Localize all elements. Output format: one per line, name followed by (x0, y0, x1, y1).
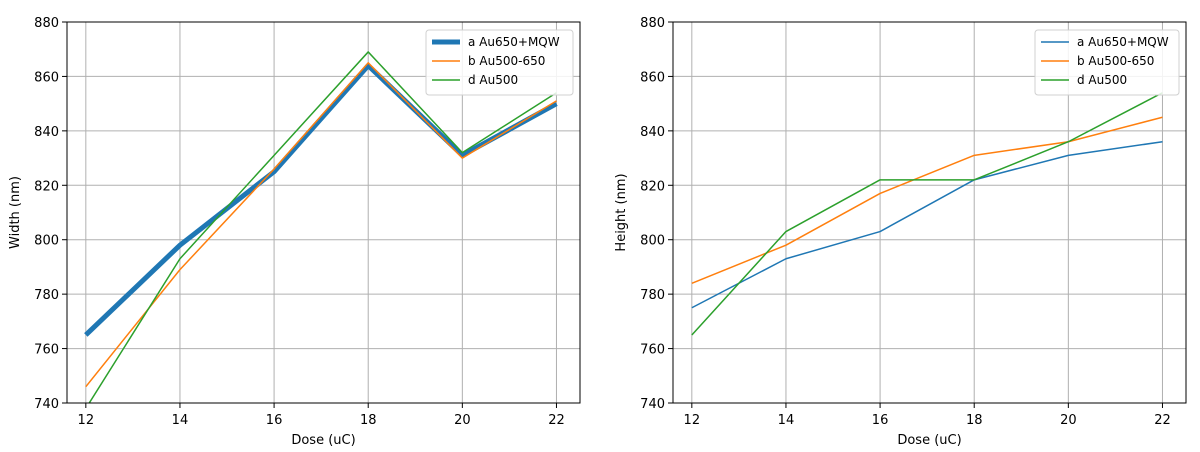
chart-0-x-tick-label: 14 (172, 413, 189, 428)
chart-0-y-tick-label: 840 (34, 125, 59, 140)
chart-0-series-line-2 (88, 51, 557, 403)
chart-0-y-tick-label: 820 (34, 179, 59, 194)
chart-1-legend-label-2: d Au500 (1077, 73, 1127, 87)
chart-1-y-tick-label: 760 (640, 343, 665, 358)
chart-0-legend-label-2: d Au500 (468, 73, 518, 87)
chart-1-legend-label-1: b Au500-650 (1077, 54, 1154, 68)
chart-0-y-tick-label: 740 (34, 397, 59, 412)
chart-0-legend: a Au650+MQW b Au500-650 d Au500 (425, 29, 574, 96)
chart-0-x-tick-label: 22 (548, 413, 565, 428)
chart-1-legend-box (1034, 29, 1180, 96)
chart-1-legend-label-0: a Au650+MQW (1077, 35, 1169, 49)
chart-0-y-tick-label: 860 (34, 70, 59, 85)
chart-0-legend-label-1: b Au500-650 (468, 54, 545, 68)
chart-0-x-tick-label: 12 (78, 413, 95, 428)
chart-0-legend-label-0: a Au650+MQW (468, 35, 560, 49)
chart-0-y-tick-label: 760 (34, 343, 59, 358)
chart-0-series-line-0 (84, 63, 558, 337)
chart-1-x-axis-label: Dose (uC) (897, 433, 961, 448)
chart-1-legend: a Au650+MQW b Au500-650 d Au500 (1034, 29, 1180, 96)
chart-1-series-line-2 (691, 92, 1163, 336)
chart-1-series-group (691, 92, 1163, 336)
chart-1-y-tick-label: 800 (640, 234, 665, 249)
chart-1-y-tick-label: 780 (640, 288, 665, 303)
chart-1-x-tick-label: 14 (778, 413, 795, 428)
chart-1-x-tick-label: 18 (966, 413, 983, 428)
chart-0-legend-box (425, 29, 574, 96)
chart-0-series-line-1 (85, 62, 557, 388)
chart-1-y-tick-label: 880 (640, 16, 665, 31)
chart-0-y-tick-label: 880 (34, 16, 59, 31)
chart-1-x-tick-label: 16 (872, 413, 889, 428)
chart-1-y-axis-label: Height (nm) (614, 173, 629, 251)
chart-0-x-tick-label: 16 (266, 413, 283, 428)
chart-1-y-tick-label: 820 (640, 179, 665, 194)
chart-1-y-tick-label: 740 (640, 397, 665, 412)
chart-0-y-tick-label: 780 (34, 288, 59, 303)
chart-1-x-tick-label: 12 (684, 413, 701, 428)
chart-1-plot-frame (672, 21, 1187, 404)
chart-0-y-tick-label: 800 (34, 234, 59, 249)
chart-0-x-tick-label: 18 (360, 413, 377, 428)
chart-1-y-tick-label: 840 (640, 125, 665, 140)
chart-1-series-line-0 (691, 140, 1163, 309)
chart-1-x-tick-label: 22 (1154, 413, 1171, 428)
chart-0-plot-frame (66, 21, 581, 404)
chart-1-y-tick-label: 860 (640, 70, 665, 85)
chart-0-x-axis-label: Dose (uC) (291, 433, 355, 448)
chart-1-series-line-1 (691, 116, 1163, 284)
chart-1-x-tick-label: 20 (1060, 413, 1077, 428)
plot-height: 12 14 16 18 20 22 740 760 780 800 820 840 860 880 Dose… (614, 16, 1187, 448)
chart-0-y-axis-label: Width (nm) (8, 176, 23, 249)
chart-0-series-group (84, 51, 558, 403)
plot-width: 12 14 16 18 20 22 740 760 780 800 820 840 860 880 Dose… (8, 16, 581, 448)
chart-0-x-tick-label: 20 (454, 413, 471, 428)
